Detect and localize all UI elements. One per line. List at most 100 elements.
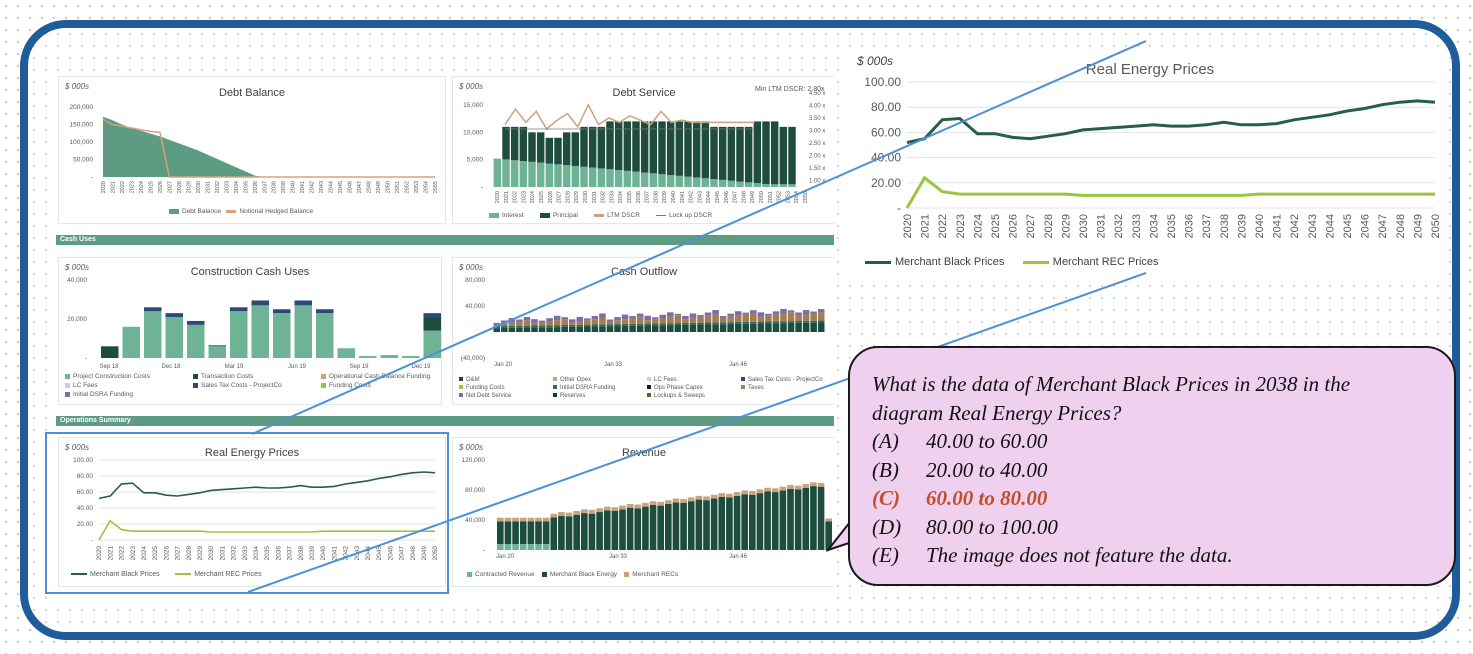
debt-balance-chart: 200,000 150,000 100,000 50,000 - 2020 2021 2022… [70, 104, 440, 193]
bar-principal-12 [597, 126, 606, 169]
bar-revenue-26-1 [695, 499, 703, 550]
bar-outflow-19-1 [636, 323, 644, 326]
bar-principal-22 [684, 121, 692, 177]
bar-outflow-1-3 [501, 320, 508, 324]
legend-merchant-recs: Merchant RECs [632, 571, 679, 578]
y-tick-1: 80.00 [871, 100, 901, 114]
option-e[interactable]: (E) The image does not feature the data. [872, 541, 1432, 570]
bar-interest-22 [684, 176, 692, 187]
debt-service-x-3: 2023 [521, 191, 527, 203]
bar-outflow-1-1 [501, 326, 508, 328]
bar-interest-13 [606, 169, 614, 187]
bar-outflow-13-3 [591, 315, 599, 320]
x-tick-2034: 2034 [1148, 214, 1160, 238]
bar-outflow-28-2 [704, 315, 712, 323]
debt-balance-y-0: 200,000 [70, 104, 94, 111]
bar-outflow-24-1 [674, 323, 682, 325]
option-d[interactable]: (D) 80.00 to 100.00 [872, 513, 1432, 542]
bar-revenue-1-0 [504, 544, 512, 550]
option-c[interactable]: (C) 60.00 to 80.00 [872, 484, 1432, 513]
debt-balance-x-12: 2032 [215, 181, 221, 193]
legend-taxes: Taxes [748, 385, 764, 391]
bar-outflow-4-2 [523, 320, 531, 326]
x-tick-2045: 2045 [1342, 214, 1354, 238]
bar-outflow-21-3 [651, 317, 659, 320]
debt-service-x-21: 2041 [680, 191, 686, 203]
bar-outflow-8-3 [553, 315, 561, 321]
bar-outflow-7-1 [546, 325, 553, 328]
legend-interest: Interest [502, 212, 524, 219]
bar-outflow-17-2 [621, 319, 629, 324]
debt-service-x-25: 2045 [715, 191, 721, 203]
bar-outflow-15-3 [606, 319, 614, 322]
question-line-2: diagram Real Energy Prices? [872, 400, 1122, 425]
bar-interest-29 [744, 182, 753, 187]
bar-outflow-39-3 [787, 310, 795, 313]
bar-outflow-23-2 [667, 316, 674, 324]
debt-balance-y-1: 150,000 [70, 122, 94, 129]
bar-revenue-42-1 [817, 486, 825, 550]
cash-outflow-x-2: Jan 46 [729, 362, 748, 368]
bar-revenue-35-2 [764, 487, 771, 492]
option-b[interactable]: (B) 20.00 to 40.00 [872, 456, 1432, 485]
bar-revenue-4-1 [527, 521, 535, 544]
bar-revenue-3-2 [519, 517, 527, 522]
bar-revenue-2-0 [512, 544, 519, 550]
x-tick-2035: 2035 [1166, 214, 1178, 238]
x-tick-2037: 2037 [287, 546, 294, 561]
y-tick-5: - [91, 537, 93, 544]
line-notional-hedged [102, 118, 435, 178]
bar-revenue-24-1 [680, 502, 687, 550]
legend-contracted: Contracted Revenue [475, 571, 535, 578]
bar-outflow-16-3 [614, 317, 621, 321]
bar-principal-30 [753, 121, 762, 184]
bar-outflow-0-2 [493, 324, 501, 327]
bar-revenue-10-2 [573, 511, 580, 515]
bar-outflow-26-3 [689, 313, 697, 319]
bar-outflow-39-0 [787, 323, 795, 332]
x-tick-2022: 2022 [119, 546, 126, 561]
bar-revenue-42-2 [817, 482, 825, 487]
y-tick-1: 80.00 [77, 473, 94, 480]
bar-principal-28 [736, 126, 744, 182]
debt-service-x-23: 2043 [697, 191, 703, 203]
y-tick-3: 40.00 [871, 151, 901, 165]
bar-revenue-15-1 [611, 511, 619, 550]
bar-revenue-27-2 [703, 496, 710, 501]
bar-construction-4-0 [187, 324, 205, 358]
bar-outflow-18-0 [629, 325, 636, 332]
bar-revenue-0-2 [497, 517, 504, 522]
option-a-text: 40.00 to 60.00 [926, 429, 1048, 453]
option-d-key: (D) [872, 514, 902, 539]
debt-service-y2-1: 4.00 x [809, 104, 825, 110]
debt-balance-x-9: 2029 [186, 181, 192, 193]
bar-outflow-5-3 [531, 319, 538, 324]
debt-service-x-17: 2037 [645, 191, 651, 203]
debt-service-x-26: 2046 [724, 191, 730, 203]
debt-balance-x-25: 2045 [338, 181, 344, 193]
x-tick-2031: 2031 [1096, 214, 1108, 238]
option-c-key: (C) [872, 486, 900, 510]
bar-outflow-27-3 [697, 314, 704, 317]
bar-principal-3 [519, 126, 528, 162]
bar-interest-4 [528, 161, 536, 187]
legend-small-rec: Merchant REC Prices [194, 571, 262, 578]
x-tick-2044: 2044 [1324, 214, 1336, 238]
legend-transaction: Transaction Costs [201, 373, 254, 380]
option-a[interactable]: (A) 40.00 to 60.00 [872, 427, 1432, 456]
x-tick-2023: 2023 [130, 546, 137, 561]
bar-revenue-31-2 [733, 492, 741, 496]
bar-interest-20 [666, 174, 675, 187]
option-b-key: (B) [872, 457, 899, 482]
bar-outflow-9-3 [561, 317, 568, 320]
debt-service-x-15: 2035 [627, 191, 633, 203]
cash-outflow-x-0: Jan 20 [494, 362, 513, 368]
bar-outflow-23-3 [667, 312, 674, 317]
bar-construction-8-2 [273, 309, 291, 314]
bar-outflow-8-1 [553, 325, 561, 328]
x-tick-2038: 2038 [298, 546, 305, 561]
legend-zoom-rec: Merchant REC Prices [1052, 256, 1159, 268]
bar-revenue-17-2 [626, 503, 634, 508]
bar-outflow-7-3 [546, 318, 553, 322]
bar-interest-33 [779, 184, 788, 187]
